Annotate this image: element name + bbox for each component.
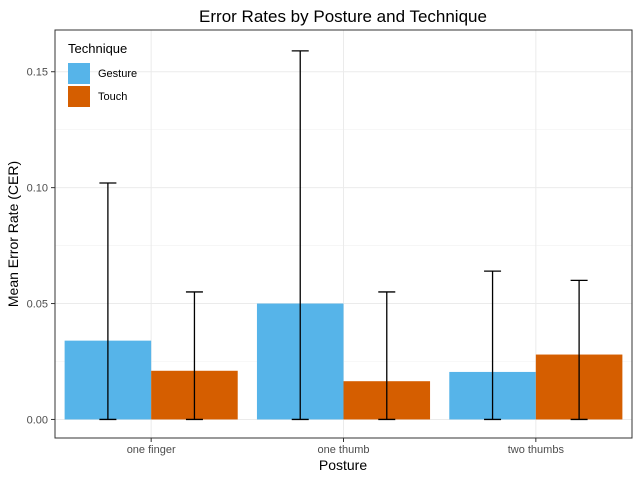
y-tick-label: 0.00 bbox=[27, 414, 48, 426]
error-bar bbox=[99, 182, 117, 421]
error-bar bbox=[291, 50, 309, 421]
legend: Technique Gesture Touch bbox=[68, 41, 137, 107]
legend-key-gesture bbox=[68, 63, 90, 84]
error-bar bbox=[484, 270, 502, 421]
y-tick-label: 0.10 bbox=[27, 183, 48, 195]
error-bar bbox=[570, 279, 588, 421]
legend-key-touch bbox=[68, 86, 90, 107]
x-axis-title: Posture bbox=[319, 457, 367, 473]
error-bar bbox=[378, 291, 396, 421]
y-axis-title: Mean Error Rate (CER) bbox=[5, 161, 21, 307]
legend-title: Technique bbox=[68, 41, 127, 56]
y-tick-label: 0.05 bbox=[27, 299, 48, 311]
errorbar-layer bbox=[99, 50, 588, 421]
x-tick-label: one finger bbox=[127, 444, 176, 456]
y-tick-label: 0.15 bbox=[27, 67, 48, 79]
error-bar bbox=[185, 291, 203, 421]
x-tick-label: two thumbs bbox=[508, 444, 565, 456]
chart-title: Error Rates by Posture and Technique bbox=[199, 7, 487, 26]
x-tick-label: one thumb bbox=[318, 444, 370, 456]
axis-layer: 0.00 0.05 0.10 0.15 one finger one thumb two t… bbox=[27, 67, 565, 456]
legend-label-gesture: Gesture bbox=[98, 68, 137, 80]
legend-label-touch: Touch bbox=[98, 91, 127, 103]
